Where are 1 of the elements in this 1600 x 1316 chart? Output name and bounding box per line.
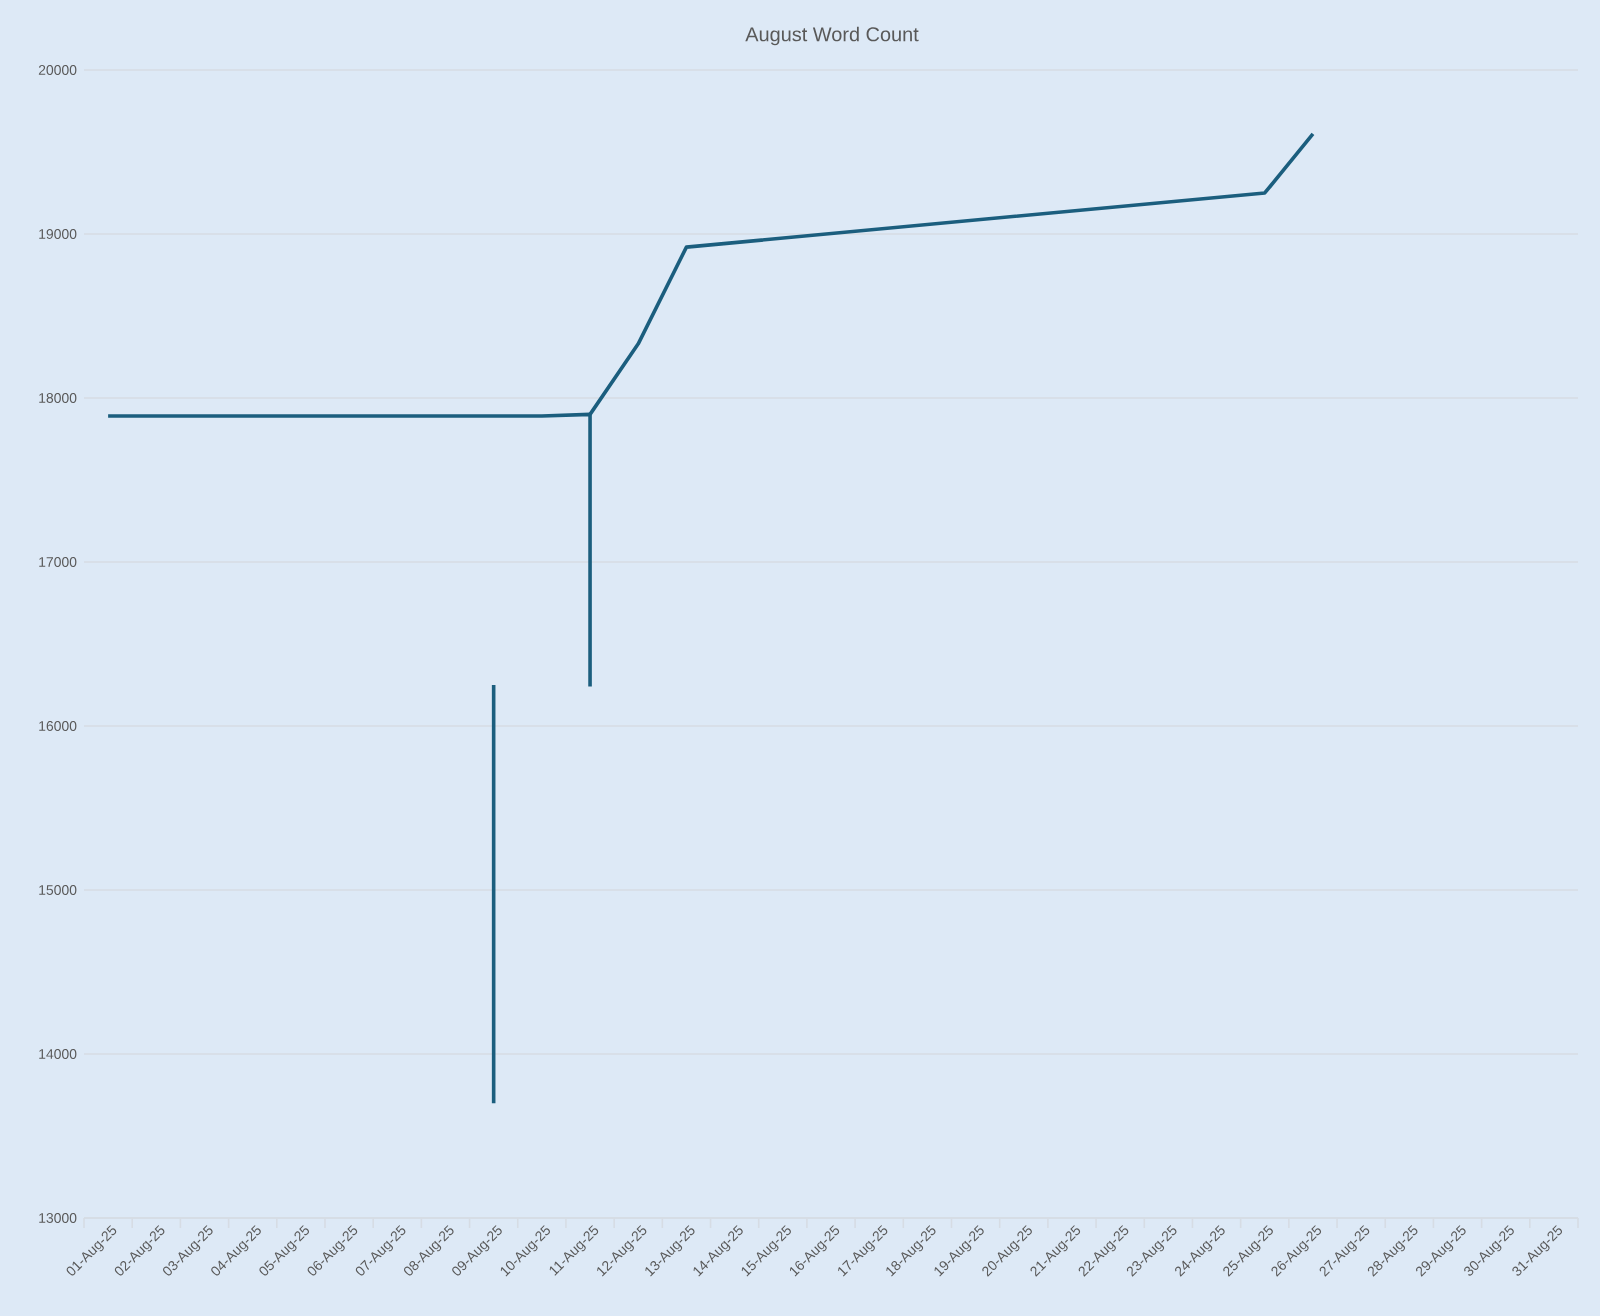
chart-title: August Word Count xyxy=(745,26,919,46)
